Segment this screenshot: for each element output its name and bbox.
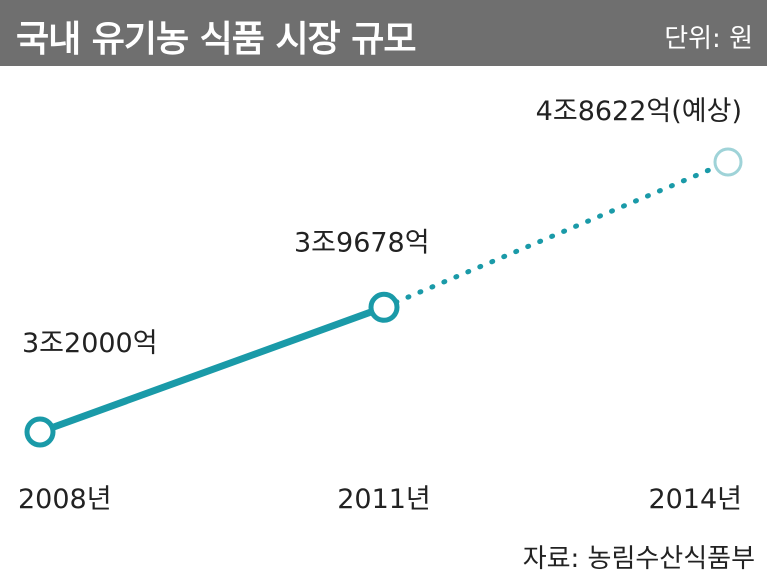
x-axis-ticks: 2008년 2011년 2014년 xyxy=(18,484,742,515)
unit-label: 단위: 원 xyxy=(664,24,753,54)
x-tick-label: 2014년 xyxy=(648,484,742,515)
data-label: 4조8622억(예상) xyxy=(536,96,742,127)
data-label: 3조2000억 xyxy=(22,328,158,359)
data-label: 3조9678억 xyxy=(294,227,430,258)
forecast-line-segment xyxy=(381,159,731,310)
x-tick-label: 2008년 xyxy=(18,484,112,515)
data-points xyxy=(24,147,743,448)
x-tick-label: 2011년 xyxy=(337,484,431,515)
title-bar: 국내 유기농 식품 시장 규모 단위: 원 xyxy=(0,0,767,66)
forecast-point xyxy=(713,147,743,177)
series-lines xyxy=(36,159,731,436)
data-point xyxy=(368,291,400,323)
chart-title: 국내 유기농 식품 시장 규모 xyxy=(16,19,416,60)
data-labels: 3조2000억 3조9678억 4조8622억(예상) xyxy=(22,96,742,359)
actual-line-segment xyxy=(36,303,388,436)
source-note: 자료: 농림수산식품부 xyxy=(522,544,755,574)
data-point xyxy=(24,416,56,448)
